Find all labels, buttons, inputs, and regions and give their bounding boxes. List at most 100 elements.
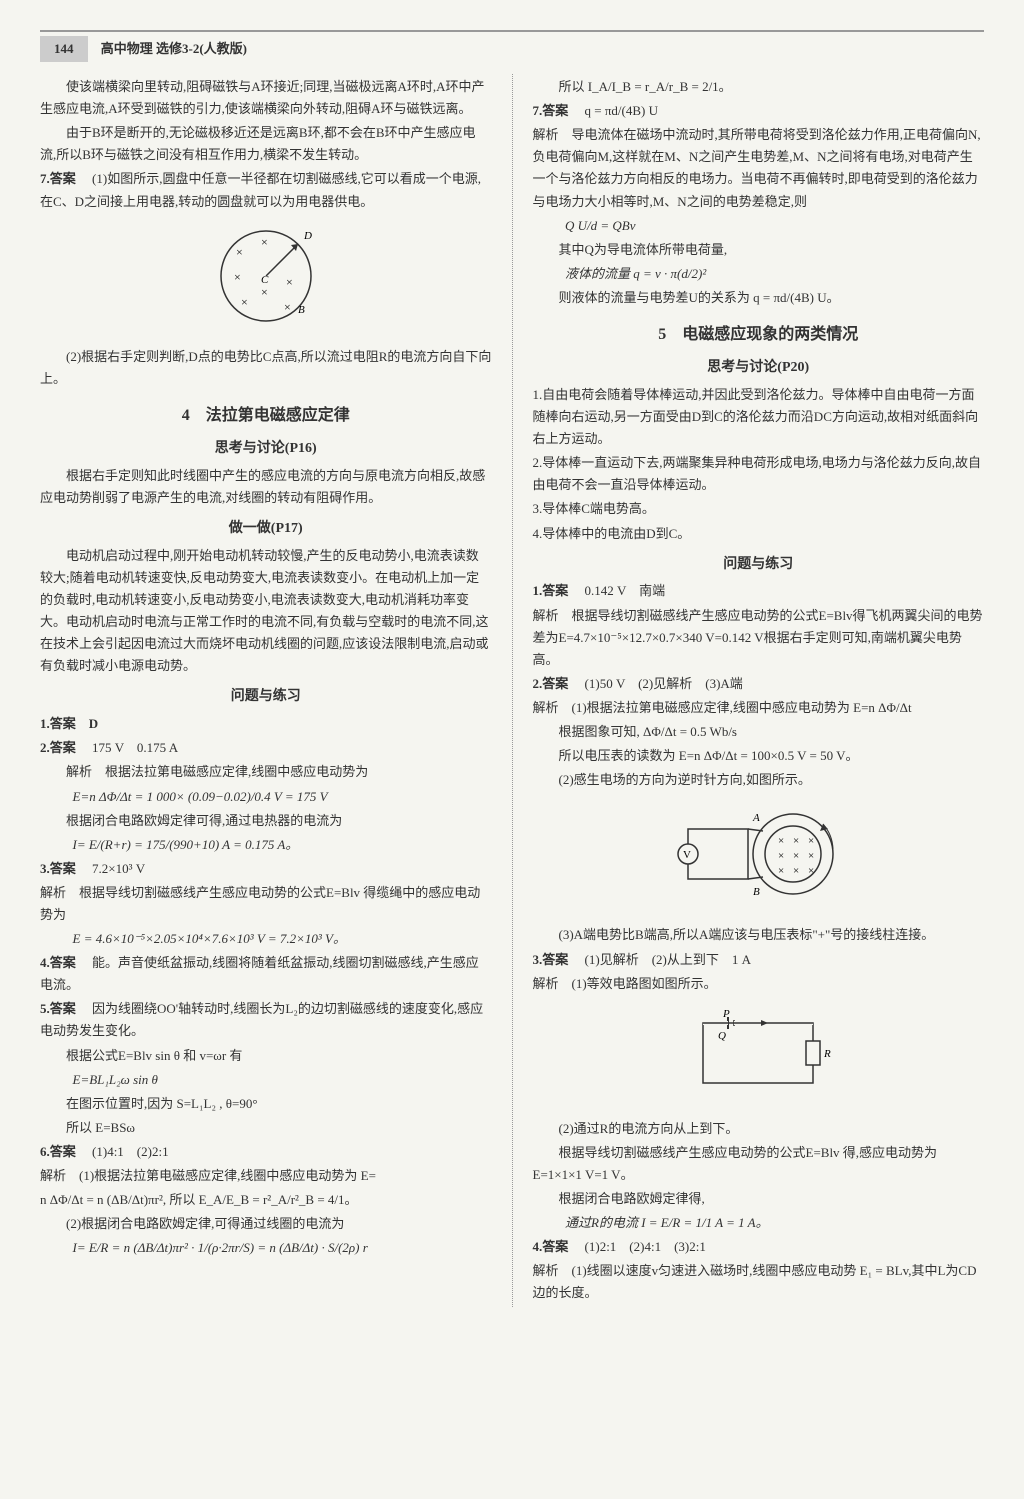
- answer-label: 3.答案: [533, 952, 569, 967]
- answer-item: 1.答案 D: [40, 713, 492, 735]
- analysis: 解析 (1)线圈以速度v匀速进入磁场时,线圈中感应电动势 E₁ = BLv,其中…: [533, 1260, 985, 1304]
- paragraph: (2)根据闭合电路欧姆定律,可得通过线圈的电流为: [40, 1213, 492, 1235]
- paragraph: 则液体的流量与电势差U的关系为 q = πd/(4B) U。: [533, 287, 985, 309]
- paragraph: (2)感生电场的方向为逆时针方向,如图所示。: [533, 769, 985, 791]
- answer-label: 3.答案: [40, 861, 76, 876]
- paragraph: 其中Q为导电流体所带电荷量,: [533, 239, 985, 261]
- paragraph: 所以电压表的读数为 E=n ΔΦ/Δt = 100×0.5 V = 50 V。: [533, 745, 985, 767]
- answer-label: 5.答案: [40, 1001, 76, 1016]
- paragraph: (3)A端电势比B端高,所以A端应该与电压表标"+"号的接线柱连接。: [533, 924, 985, 946]
- paragraph: 根据公式E=Blv sin θ 和 v=ωr 有: [40, 1045, 492, 1067]
- formula: I= E/R = n (ΔB/Δt)πr² · 1/(ρ·2πr/S) = n …: [40, 1237, 492, 1259]
- two-column-layout: 使该端横梁向里转动,阻碍磁铁与A环接近;同理,当磁极远离A环时,A环中产生感应电…: [40, 74, 984, 1306]
- svg-text:×: ×: [241, 295, 248, 309]
- answer-label: 7.答案: [40, 171, 76, 186]
- svg-text:R: R: [823, 1048, 831, 1060]
- answer-text: (1)如图所示,圆盘中任意一半径都在切割磁感线,它可以看成一个电源,在C、D之间…: [40, 171, 481, 208]
- answer-item: 3.答案 7.2×10³ V: [40, 858, 492, 880]
- answer-label: 4.答案: [40, 955, 76, 970]
- analysis: 解析 根据导线切割磁感线产生感应电动势的公式E=Blv得飞机两翼尖间的电势差为E…: [533, 605, 985, 671]
- answer-label: 1.答案: [533, 583, 569, 598]
- paragraph: 根据图象可知, ΔΦ/Δt = 0.5 Wb/s: [533, 721, 985, 743]
- formula: E=n ΔΦ/Δt = 1 000× (0.09−0.02)/0.4 V = 1…: [40, 786, 492, 808]
- paragraph: 根据右手定则知此时线圈中产生的感应电流的方向与原电流方向相反,故感应电动势削弱了…: [40, 465, 492, 509]
- answer-text: (1)2:1 (2)4:1 (3)2:1: [585, 1239, 706, 1254]
- svg-text:×: ×: [236, 245, 243, 259]
- answer-item: 5.答案 因为线圈绕OO'轴转动时,线圈长为L₂的边切割磁感线的速度变化,感应电…: [40, 998, 492, 1042]
- analysis-text: 解析 根据法拉第电磁感应定律,线圈中感应电动势为: [66, 764, 368, 779]
- answer-text: (1)4:1 (2)2:1: [92, 1144, 169, 1159]
- svg-text:B: B: [753, 886, 760, 898]
- answer-item: 2.答案 175 V 0.175 A: [40, 737, 492, 759]
- paragraph: 由于B环是断开的,无论磁极移近还是远离B环,都不会在B环中产生感应电流,所以B环…: [40, 122, 492, 166]
- paragraph: 根据闭合电路欧姆定律可得,通过电热器的电流为: [40, 810, 492, 832]
- formula: E = 4.6×10⁻⁵×2.05×10⁴×7.6×10³ V = 7.2×10…: [40, 928, 492, 950]
- paragraph: 根据导线切割磁感线产生感应电动势的公式E=Blv 得,感应电动势为 E=1×1×…: [533, 1142, 985, 1186]
- svg-text:×: ×: [808, 835, 814, 847]
- svg-text:×: ×: [778, 835, 784, 847]
- page-number: 144: [40, 36, 88, 62]
- formula: 所以 I_A/I_B = r_A/r_B = 2/1。: [533, 76, 985, 98]
- answer-text: (1)见解析 (2)从上到下 1 A: [585, 952, 751, 967]
- answer-item: 6.答案 (1)4:1 (2)2:1: [40, 1141, 492, 1163]
- answer-label: 2.答案: [40, 740, 76, 755]
- svg-text:×: ×: [793, 850, 799, 862]
- answer-item: 3.答案 (1)见解析 (2)从上到下 1 A: [533, 949, 985, 971]
- paragraph: 所以 E=BSω: [40, 1117, 492, 1139]
- formula: 液体的流量 q = v · π(d/2)²: [533, 263, 985, 285]
- analysis: 解析 根据法拉第电磁感应定律,线圈中感应电动势为: [40, 761, 492, 783]
- svg-text:C: C: [261, 274, 269, 286]
- voltmeter-diagram: V × × × × × × × × × A B: [533, 799, 985, 916]
- svg-text:V: V: [683, 849, 691, 861]
- subtitle: 问题与练习: [40, 685, 492, 709]
- formula: I= E/(R+r) = 175/(990+10) A = 0.175 A。: [40, 834, 492, 856]
- svg-text:×: ×: [261, 235, 268, 249]
- answer-text: 7.2×10³ V: [92, 861, 145, 876]
- answer-text: q = πd/(4B) U: [585, 103, 658, 118]
- formula: 通过R的电流 I = E/R = 1/1 A = 1 A。: [533, 1212, 985, 1234]
- header-title: 高中物理 选修3-2(人教版): [101, 41, 247, 56]
- svg-text:P: P: [722, 1008, 730, 1020]
- formula: n ΔΦ/Δt = n (ΔB/Δt)πr², 所以 E_A/E_B = r²_…: [40, 1189, 492, 1211]
- analysis: 解析 (1)根据法拉第电磁感应定律,线圈中感应电动势为 E=: [40, 1165, 492, 1187]
- paragraph: 在图示位置时,因为 S=L₁L₂ , θ=90°: [40, 1093, 492, 1115]
- answer-text: 能。声音使纸盆振动,线圈将随着纸盆振动,线圈切割磁感线,产生感应电流。: [40, 955, 479, 992]
- page-header: 144 高中物理 选修3-2(人教版): [40, 30, 984, 62]
- svg-text:B: B: [298, 304, 305, 316]
- answer-label: 2.答案: [533, 676, 569, 691]
- svg-text:×: ×: [793, 865, 799, 877]
- list-item: 3.导体棒C端电势高。: [533, 498, 985, 520]
- analysis: 解析 (1)等效电路图如图所示。: [533, 973, 985, 995]
- answer-label: 7.答案: [533, 103, 569, 118]
- svg-text:×: ×: [793, 835, 799, 847]
- circle-diagram: × × × × × × × C D B: [40, 221, 492, 338]
- paragraph: 电动机启动过程中,刚开始电动机转动较慢,产生的反电动势小,电流表读数较大;随着电…: [40, 545, 492, 678]
- section-4-title: 4 法拉第电磁感应定律: [40, 402, 492, 429]
- subtitle: 问题与练习: [533, 553, 985, 577]
- answer-item: 7.答案 (1)如图所示,圆盘中任意一半径都在切割磁感线,它可以看成一个电源,在…: [40, 168, 492, 212]
- subtitle: 做一做(P17): [40, 517, 492, 541]
- svg-text:×: ×: [778, 865, 784, 877]
- answer-item: 1.答案 0.142 V 南端: [533, 580, 985, 602]
- paragraph: (2)根据右手定则判断,D点的电势比C点高,所以流过电阻R的电流方向自下向上。: [40, 346, 492, 390]
- circuit-diagram: P Q R: [533, 1003, 985, 1110]
- list-item: 2.导体棒一直运动下去,两端聚集异种电荷形成电场,电场力与洛伦兹力反向,故自由电…: [533, 452, 985, 496]
- svg-text:×: ×: [284, 300, 291, 314]
- svg-text:D: D: [303, 230, 312, 242]
- page-container: 144 高中物理 选修3-2(人教版) 使该端横梁向里转动,阻碍磁铁与A环接近;…: [0, 0, 1024, 1337]
- svg-text:×: ×: [778, 850, 784, 862]
- formula: E=BL₁L₂ω sin θ: [40, 1069, 492, 1091]
- analysis: 解析 导电流体在磁场中流动时,其所带电荷将受到洛伦兹力作用,正电荷偏向N,负电荷…: [533, 124, 985, 212]
- subtitle: 思考与讨论(P20): [533, 356, 985, 380]
- svg-text:×: ×: [808, 850, 814, 862]
- paragraph: 根据闭合电路欧姆定律得,: [533, 1188, 985, 1210]
- list-item: 1.自由电荷会随着导体棒运动,并因此受到洛伦兹力。导体棒中自由电荷一方面随棒向右…: [533, 384, 985, 450]
- answer-label: 6.答案: [40, 1144, 76, 1159]
- answer-item: 4.答案 能。声音使纸盆振动,线圈将随着纸盆振动,线圈切割磁感线,产生感应电流。: [40, 952, 492, 996]
- analysis: 解析 根据导线切割磁感线产生感应电动势的公式E=Blv 得缆绳中的感应电动势为: [40, 882, 492, 926]
- svg-text:Q: Q: [718, 1030, 726, 1042]
- answer-text: 175 V 0.175 A: [92, 740, 178, 755]
- svg-text:×: ×: [286, 275, 293, 289]
- left-column: 使该端横梁向里转动,阻碍磁铁与A环接近;同理,当磁极远离A环时,A环中产生感应电…: [40, 74, 492, 1306]
- svg-text:×: ×: [261, 285, 268, 299]
